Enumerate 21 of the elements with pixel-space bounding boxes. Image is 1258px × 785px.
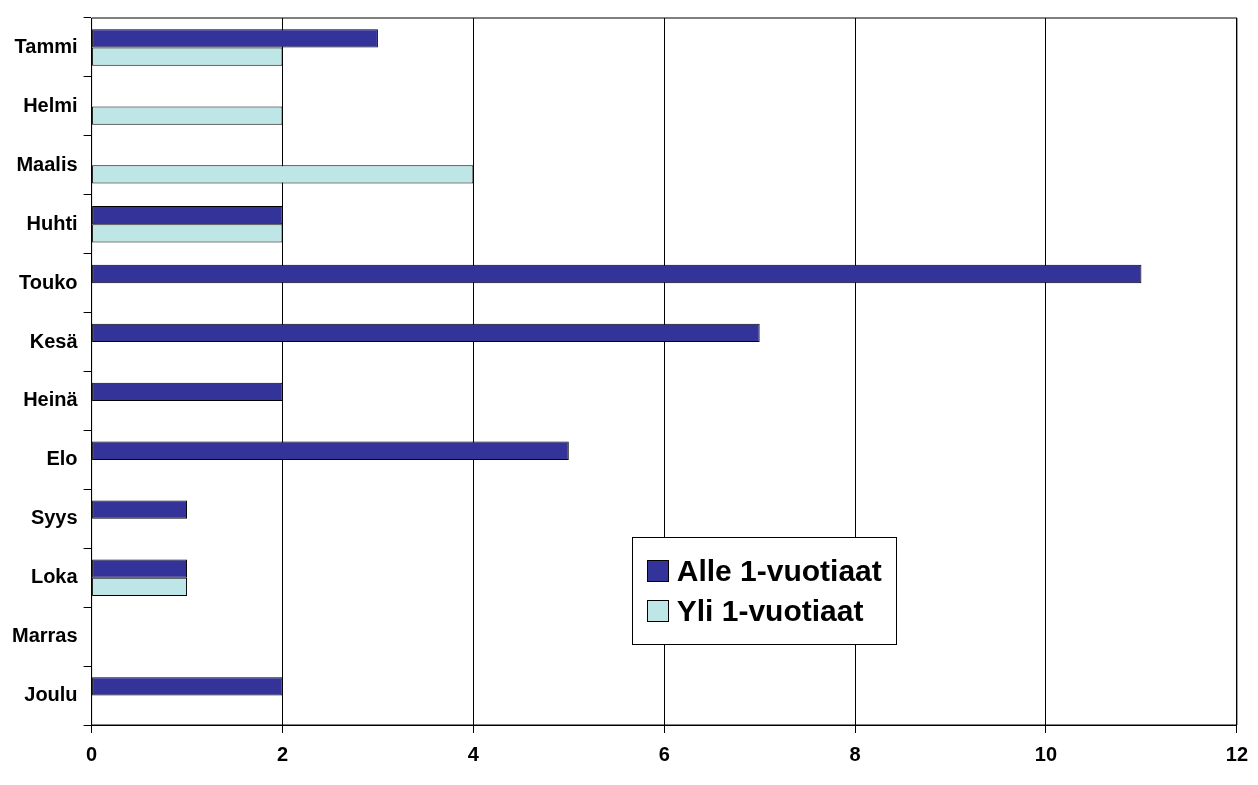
x-tick-label: 8 bbox=[849, 742, 861, 765]
y-tick-label: Kesä bbox=[29, 329, 79, 352]
legend-label: Alle 1-vuotiaat bbox=[676, 554, 882, 588]
x-tick-label: 4 bbox=[467, 742, 480, 765]
x-tick-label: 12 bbox=[1225, 742, 1248, 765]
y-tick-label: Marras bbox=[11, 624, 78, 647]
y-tick-label: Touko bbox=[19, 270, 78, 293]
x-tick-label: 0 bbox=[86, 742, 98, 765]
x-tick-label: 10 bbox=[1034, 742, 1058, 765]
y-tick-label: Tammi bbox=[14, 34, 78, 57]
y-tick-label: Joulu bbox=[24, 683, 78, 706]
y-tick-label: Helmi bbox=[23, 93, 78, 116]
y-tick-label: Elo bbox=[46, 447, 78, 470]
x-tick-label: 2 bbox=[276, 742, 289, 765]
x-tick-label: 6 bbox=[658, 742, 670, 765]
legend-label: Yli 1-vuotiaat bbox=[676, 594, 864, 628]
y-tick-label: Loka bbox=[30, 565, 79, 588]
y-tick-label: Heinä bbox=[23, 388, 79, 411]
y-tick-label: Syys bbox=[30, 506, 78, 529]
y-tick-label: Maalis bbox=[16, 152, 78, 175]
y-tick-label: Huhti bbox=[26, 211, 78, 234]
